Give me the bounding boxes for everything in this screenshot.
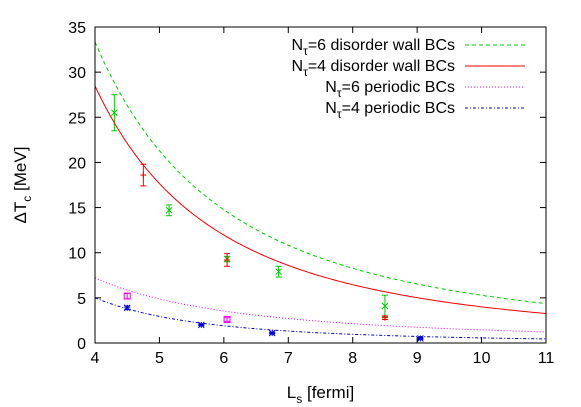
y-axis-label-sub: c [20,196,34,202]
data-point [223,316,231,324]
series-1 [95,85,546,321]
x-tick-label: 8 [348,350,357,367]
data-point [123,292,131,300]
legend-label: Nτ=6 disorder wall BCs [292,37,455,58]
y-tick-label: 5 [77,291,86,308]
series-fit-line [95,277,546,333]
x-tick-label: 11 [538,350,555,367]
y-tick-label: 25 [68,110,86,127]
x-axis-label-sub: s [296,392,302,406]
legend-entry-1: Nτ=4 disorder wall BCs [292,58,525,79]
y-tick-label: 15 [68,201,86,218]
legend-label: Nτ=6 periodic BCs [325,79,455,100]
legend-entry-3: Nτ=4 periodic BCs [325,100,525,121]
data-point [110,109,118,117]
x-tick-label: 7 [284,350,293,367]
plot-area [95,41,546,342]
data-point [268,329,276,337]
x-tick-label: 9 [413,350,422,367]
legend-label: Nτ=4 disorder wall BCs [292,58,455,79]
axis-labels: Ls [fermi] ΔTc [MeV] [11,147,354,406]
y-tick-label: 30 [68,65,86,82]
x-axis-label-main: L [287,383,296,402]
y-tick-label: 10 [68,246,86,263]
y-tick-label: 20 [68,155,86,172]
error-bar [224,317,231,322]
data-point [140,172,147,179]
y-axis-label-main: ΔT [11,202,30,224]
y-axis-label-unit: [MeV] [11,147,30,196]
legend-entry-2: Nτ=6 periodic BCs [325,79,525,100]
x-tick-label: 5 [155,350,164,367]
x-axis-label: Ls [fermi] [287,383,354,406]
series-fit-line [95,41,546,305]
data-point [197,321,205,329]
data-point [417,335,424,342]
series-fit-line [95,85,546,314]
x-tick-label: 4 [91,350,100,367]
series-2 [95,277,546,333]
data-point [224,256,231,263]
series-3 [95,297,546,342]
y-tick-label: 0 [77,336,86,353]
x-axis-label-unit: [fermi] [302,383,354,402]
legend-label: Nτ=4 periodic BCs [325,100,455,121]
plot-frame [94,26,547,344]
y-tick-label: 35 [68,20,86,37]
series-fit-line [95,297,546,340]
data-point [165,206,173,214]
x-tick-label: 10 [473,350,491,367]
legend-entry-0: Nτ=6 disorder wall BCs [292,37,525,58]
data-point [381,302,389,310]
axis-ticks: 4 5 6 7 8 9 10 11 0 5 10 15 20 25 30 35 [68,20,554,367]
x-tick-label: 6 [219,350,228,367]
data-point [381,314,388,321]
data-point [275,268,282,276]
data-point [123,304,131,312]
y-axis-label: ΔTc [MeV] [11,147,34,224]
